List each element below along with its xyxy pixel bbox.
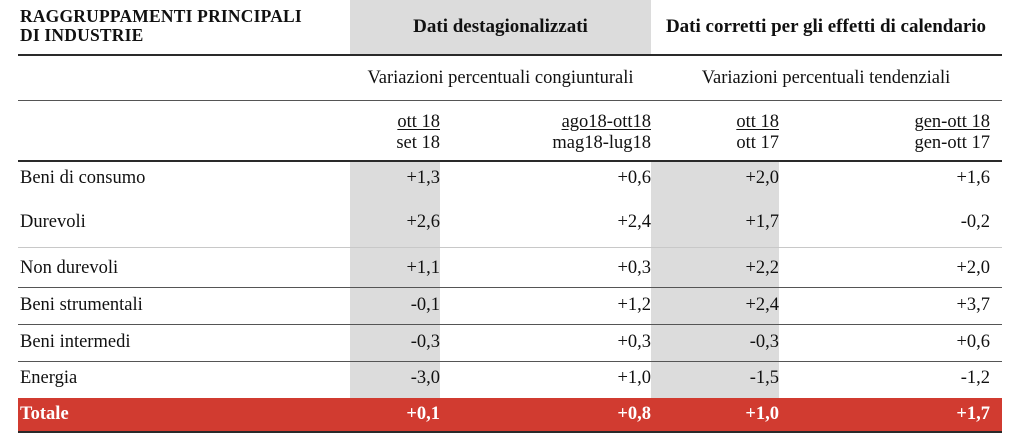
rule-header-bottom [18,160,1002,162]
period-col1: ott 18 set 18 [350,112,440,154]
rule-top [18,54,1002,56]
rule-row [18,247,1002,248]
cell-col1: +2,6 [406,212,440,232]
cell-col4: -0,2 [960,212,990,232]
subheader-congiunturali: Variazioni percentuali congiunturali [367,67,634,88]
cell-col4: +1,6 [956,168,990,188]
period-col4-top: gen-ott 18 [914,112,990,132]
cell-col2: +0,3 [617,332,651,352]
shade-col1 [350,162,440,398]
cell-col2: +1,2 [617,295,651,315]
shade-group1-header [350,0,651,54]
cell-col3: +2,0 [745,168,779,188]
cell-col1: -0,3 [410,332,440,352]
title-line2: DI INDUSTRIE [20,25,144,45]
period-col3-bottom: ott 17 [736,133,779,153]
title-line1: RAGGRUPPAMENTI PRINCIPALI [20,6,302,26]
total-col4: +1,7 [956,404,990,424]
total-col3: +1,0 [745,404,779,424]
cell-col4: +0,6 [956,332,990,352]
period-col3: ott 18 ott 17 [651,112,779,154]
cell-col3: +2,4 [745,295,779,315]
cell-col1: -3,0 [410,368,440,388]
period-col1-bottom: set 18 [396,133,440,153]
period-col4: gen-ott 18 gen-ott 17 [779,112,990,154]
row-label: Non durevoli [20,258,119,278]
table-row-total: Totale +0,1 +0,8 +1,0 +1,7 [18,398,1002,431]
cell-col2: +0,6 [617,168,651,188]
row-label: Beni intermedi [20,332,131,352]
period-col2-bottom: mag18-lug18 [552,133,651,153]
subheader-tendenziali: Variazioni percentuali tendenziali [701,67,951,88]
rule-bottom [18,431,1002,433]
cell-col3: +1,7 [745,212,779,232]
total-label: Totale [20,404,69,424]
cell-col3: -1,5 [749,368,779,388]
cell-col2: +1,0 [617,368,651,388]
row-label: Beni strumentali [20,295,143,315]
group-header-calendar-adjusted: Dati corretti per gli effetti di calenda… [665,16,987,37]
rule-sub [18,100,1002,101]
row-label: Durevoli [20,212,86,232]
cell-col1: +1,1 [406,258,440,278]
period-col3-top: ott 18 [736,112,779,132]
period-col2-top: ago18-ott18 [561,112,651,132]
rule-row [18,361,1002,362]
cell-col4: +2,0 [956,258,990,278]
cell-col4: +3,7 [956,295,990,315]
shade-col3 [651,162,779,398]
rule-row [18,324,1002,325]
cell-col2: +0,3 [617,258,651,278]
row-label: Beni di consumo [20,168,146,188]
cell-col4: -1,2 [960,368,990,388]
period-col4-bottom: gen-ott 17 [914,133,990,153]
cell-col1: +1,3 [406,168,440,188]
row-label: Energia [20,368,78,388]
period-col2: ago18-ott18 mag18-lug18 [440,112,651,154]
cell-col3: +2,2 [745,258,779,278]
table-title: RAGGRUPPAMENTI PRINCIPALI DI INDUSTRIE [20,7,350,45]
cell-col3: -0,3 [749,332,779,352]
group-header-seasonally-adjusted: Dati destagionalizzati [413,16,588,37]
total-col2: +0,8 [617,404,651,424]
total-col1: +0,1 [406,404,440,424]
period-col1-top: ott 18 [397,112,440,132]
cell-col2: +2,4 [617,212,651,232]
rule-row [18,287,1002,288]
cell-col1: -0,1 [410,295,440,315]
